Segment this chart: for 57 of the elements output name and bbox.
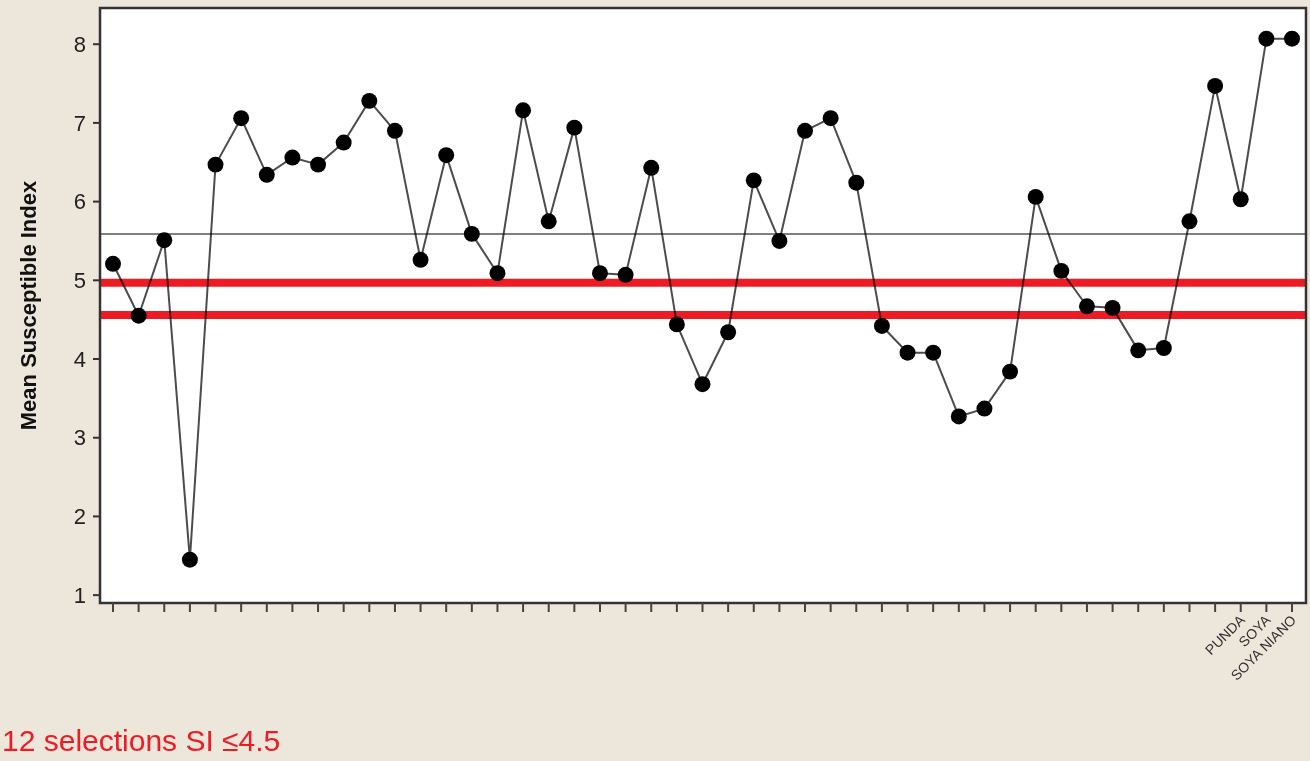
point xyxy=(1130,342,1147,359)
point xyxy=(566,119,583,136)
y-tick-label: 4 xyxy=(73,346,86,372)
point xyxy=(1232,191,1249,208)
point xyxy=(540,213,557,230)
point xyxy=(925,344,942,361)
point xyxy=(1155,340,1172,356)
point xyxy=(950,408,967,425)
point xyxy=(720,324,737,341)
point xyxy=(1078,298,1095,315)
point xyxy=(822,110,839,127)
y-tick-label: 7 xyxy=(73,110,86,136)
point xyxy=(284,149,301,166)
y-tick-label: 8 xyxy=(73,31,86,57)
y-tick-label: 1 xyxy=(73,582,86,608)
point xyxy=(1258,30,1275,47)
point xyxy=(643,159,660,176)
point xyxy=(1104,299,1121,316)
y-axis-title: Mean Susceptible Index xyxy=(16,180,41,431)
point xyxy=(130,307,147,324)
y-tick-label: 6 xyxy=(73,189,86,215)
point xyxy=(515,102,532,119)
point xyxy=(668,316,685,333)
point xyxy=(207,156,224,173)
point xyxy=(976,400,993,417)
point xyxy=(1181,213,1198,230)
point xyxy=(386,122,403,139)
point xyxy=(694,376,711,393)
point xyxy=(105,255,121,272)
point xyxy=(1053,262,1070,279)
point xyxy=(617,266,634,283)
point xyxy=(438,147,455,164)
point xyxy=(412,251,429,268)
point xyxy=(156,232,173,249)
point xyxy=(463,225,480,242)
point xyxy=(1027,188,1044,205)
point xyxy=(848,174,865,191)
y-tick-label: 3 xyxy=(73,425,86,451)
point xyxy=(745,172,762,189)
point xyxy=(771,233,788,249)
point xyxy=(592,265,608,282)
point xyxy=(361,92,378,109)
y-tick-label: 2 xyxy=(73,504,86,530)
point xyxy=(1284,30,1300,47)
point xyxy=(873,318,890,334)
point xyxy=(335,134,352,151)
point xyxy=(1207,77,1224,94)
point xyxy=(310,156,327,173)
point xyxy=(233,110,250,127)
point xyxy=(258,166,275,183)
point xyxy=(1002,363,1019,380)
point xyxy=(797,122,813,139)
text: 12 selections SI ≤4.5 xyxy=(2,724,281,757)
y-tick-label: 5 xyxy=(73,268,86,294)
point xyxy=(489,265,506,282)
point xyxy=(899,344,916,361)
point xyxy=(181,551,198,568)
